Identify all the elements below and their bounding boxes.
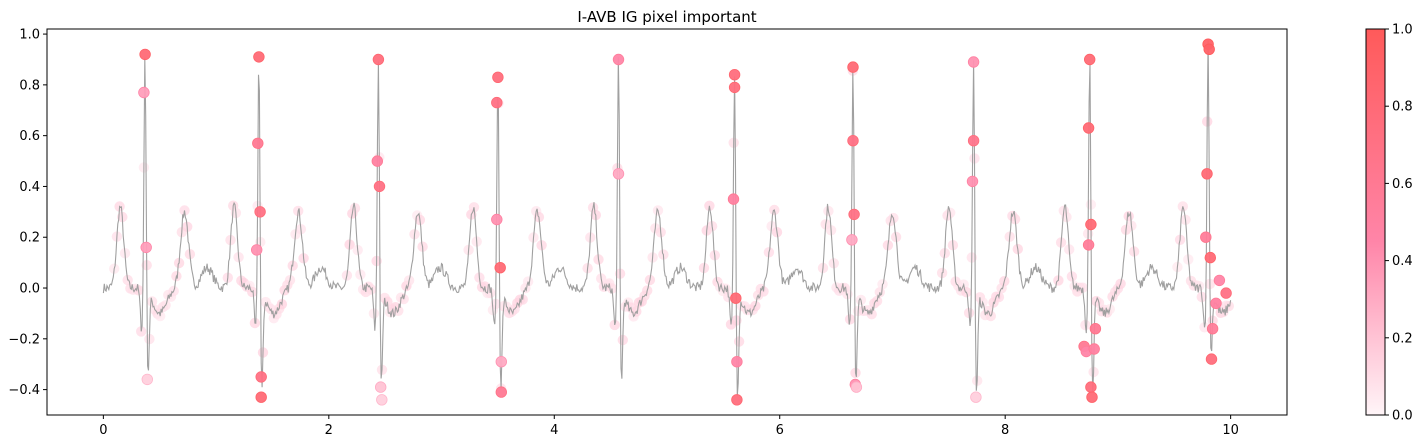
y-axis: −0.4 −0.2 0.0 0.2 0.4 0.6 0.8 1.0 [8,28,47,398]
importance-point [612,53,625,66]
importance-point [967,56,980,68]
importance-point [728,81,741,94]
importance-point [847,134,859,147]
importance-point [1201,168,1213,180]
x-tick-label: 6 [776,423,784,438]
importance-point [1213,274,1226,287]
importance-point [847,61,859,73]
importance-point [139,48,151,61]
x-axis: 0 2 4 6 8 10 [99,415,1239,438]
importance-point [495,386,508,398]
importance-point [731,356,743,368]
importance-point [253,51,265,63]
x-tick-label: 8 [1001,423,1009,438]
importance-point [1085,218,1097,231]
importance-point [491,213,503,226]
plot-frame [46,28,1288,416]
importance-point [850,381,863,393]
y-tick-label: 0.4 [19,180,40,195]
importance-point [1200,231,1212,243]
importance-point [1203,43,1215,56]
importance-point [1088,343,1100,355]
y-tick-label: −0.4 [8,383,40,398]
importance-point [1205,353,1218,365]
colorbar-tick-label: 0.8 [1392,100,1413,115]
importance-point [491,96,503,109]
y-tick-label: 0.0 [19,282,40,297]
importance-point [1083,53,1096,66]
colorbar: 0.0 0.2 0.4 0.6 0.8 1.0 [1365,23,1413,424]
importance-point [1082,122,1095,134]
chart-title: I-AVB IG pixel important [577,8,756,26]
importance-point [1082,239,1095,251]
x-tick-label: 2 [325,423,333,438]
y-tick-label: 0.6 [19,129,40,144]
importance-point [730,292,742,304]
colorbar-gradient [1365,28,1386,416]
importance-point [612,168,625,180]
importance-point [252,137,264,150]
importance-point [141,373,154,386]
importance-point [371,155,384,167]
importance-point [138,86,150,99]
importance-point [848,208,860,221]
importance-point [727,193,740,205]
importance-point [140,241,152,254]
y-tick-label: −0.2 [8,332,40,347]
importance-point [1206,323,1219,335]
importance-point [846,234,858,246]
ecg-signal-line [102,40,1232,396]
importance-point [1210,297,1222,310]
y-tick-label: 0.8 [19,78,40,93]
y-tick-label: 0.2 [19,231,40,246]
importance-point [255,371,267,383]
x-tick-label: 10 [1222,423,1239,438]
importance-point [966,175,979,188]
importance-point [375,381,387,393]
importance-point [1085,381,1097,393]
plot-area [46,28,1288,416]
importance-point [967,134,980,147]
colorbar-tick-label: 0.2 [1392,331,1413,346]
colorbar-tick-label: 0.0 [1392,409,1413,424]
importance-point [1220,287,1232,299]
colorbar-tick-label: 0.4 [1392,254,1413,269]
importance-point [495,356,508,368]
importance-point [255,391,267,403]
importance-point [251,244,263,256]
x-tick-label: 4 [550,423,558,438]
colorbar-tick-label: 0.6 [1392,177,1413,192]
importance-point [1089,323,1102,335]
importance-point [254,206,266,218]
importance-point [728,68,741,81]
colorbar-tick-label: 1.0 [1392,23,1413,38]
importance-point [970,391,982,403]
importance-point [731,394,743,406]
importance-point [1204,251,1217,264]
y-tick-label: 1.0 [19,28,40,43]
importance-point [373,180,386,193]
x-tick-label: 0 [99,423,107,438]
importance-point [372,53,385,66]
importance-point [492,71,504,84]
importance-point [376,394,388,406]
importance-point [494,262,506,274]
importance-point [1086,391,1098,403]
